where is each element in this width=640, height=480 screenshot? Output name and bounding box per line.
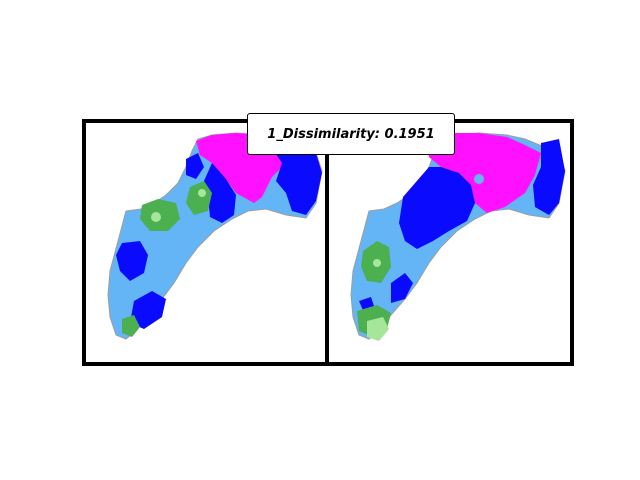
right-map-panel [329,123,570,362]
left-region-blue-5 [130,291,166,329]
left-spot-lightgreen-2 [198,189,206,197]
right-map [350,132,566,341]
left-spot-lightgreen-1 [151,212,161,222]
title-box: 1_Dissimilarity: 0.1951 [247,113,455,155]
left-region-green-2 [186,181,212,215]
right-spot-lightgreen-1 [373,259,381,267]
left-region-blue-2 [204,163,236,223]
left-region-green-3 [122,315,140,337]
right-region-lightgreen-1 [367,317,389,341]
panel-divider [325,119,329,366]
left-spot-lightblue-1 [185,230,195,240]
right-spot-lightblue-1 [474,174,484,184]
right-region-blue-2 [399,167,475,249]
left-map [107,132,323,340]
left-map-panel [86,123,325,362]
right-region-blue-3 [391,273,413,303]
left-region-blue-4 [116,241,148,281]
left-region-blue-3 [186,153,204,179]
chart-title: 1_Dissimilarity: 0.1951 [267,126,435,142]
left-region-blue-1 [274,139,322,215]
right-region-blue-1 [533,139,565,215]
